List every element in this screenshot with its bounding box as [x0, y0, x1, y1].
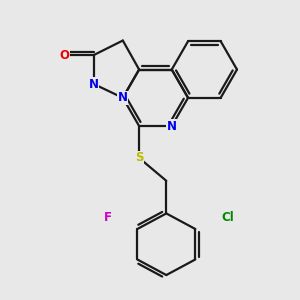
- Text: F: F: [104, 211, 112, 224]
- Text: O: O: [60, 49, 70, 62]
- Text: N: N: [89, 77, 99, 91]
- Text: S: S: [135, 152, 143, 164]
- Text: N: N: [118, 91, 128, 104]
- Text: Cl: Cl: [222, 211, 234, 224]
- Text: N: N: [167, 120, 177, 133]
